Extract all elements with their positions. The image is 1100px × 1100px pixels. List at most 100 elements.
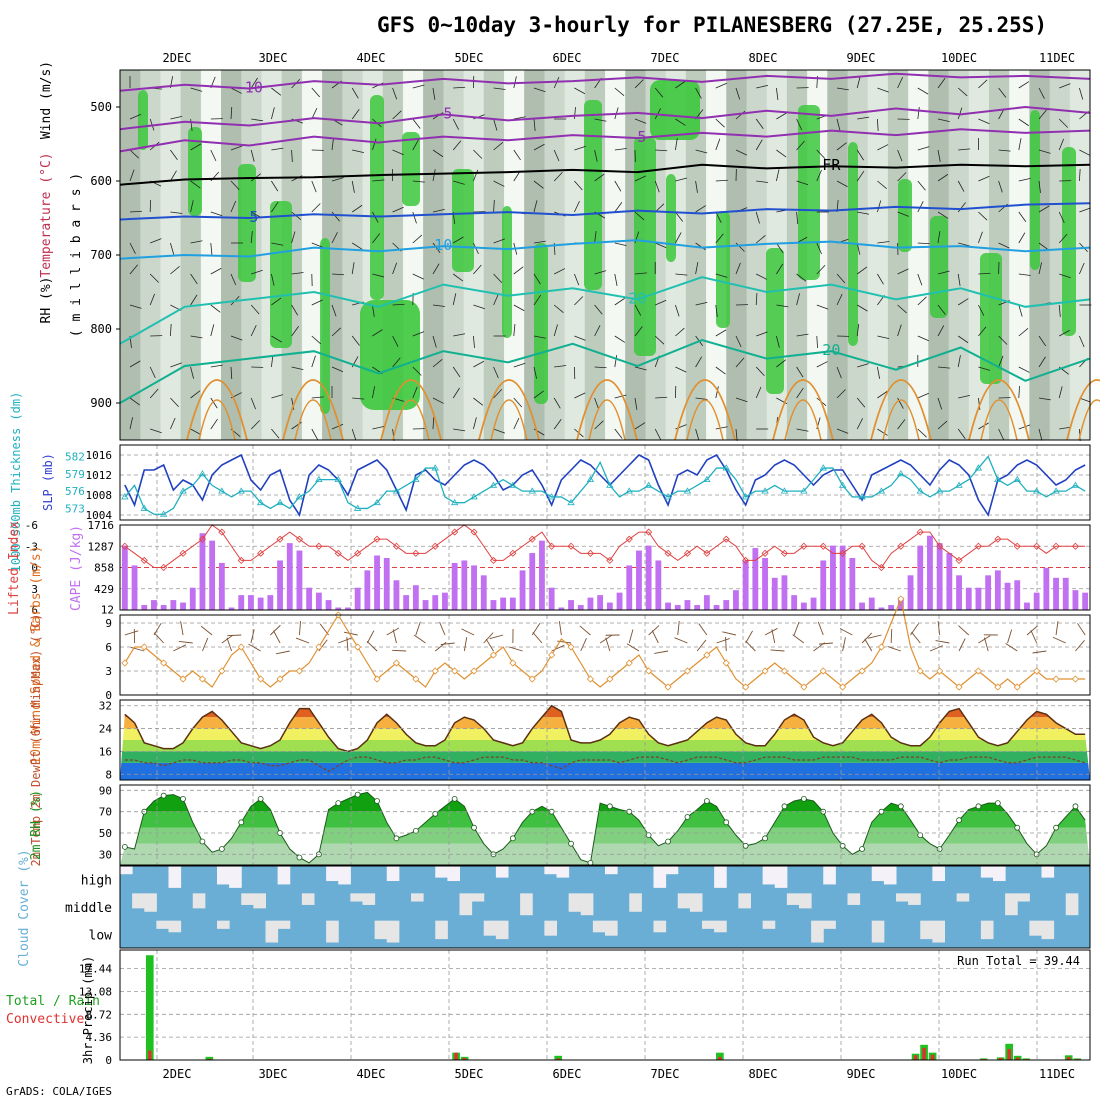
wind-barb (634, 366, 647, 371)
wind-barb (715, 82, 727, 89)
wind-barb (594, 304, 603, 315)
wind-barb-10m (415, 621, 421, 636)
wind-barb-10m (250, 629, 255, 644)
wind-barb (715, 179, 728, 182)
wind-barb (170, 266, 180, 275)
wind-barb (493, 142, 504, 151)
wind-barb (655, 396, 668, 399)
tick-label: 3 (31, 583, 38, 596)
cape-bar (956, 575, 962, 610)
wind-barb (715, 273, 728, 278)
wind-barb (150, 238, 162, 244)
wind-barb (856, 170, 865, 182)
wind-barb-10m (153, 632, 164, 644)
wind-barb (271, 335, 282, 343)
wind-barb (957, 273, 961, 286)
wind-barb (392, 357, 401, 368)
tick-label: 30 (99, 848, 112, 861)
cape-bar (597, 595, 604, 610)
cape-bar (209, 540, 216, 610)
li-marker (1013, 542, 1021, 550)
wind-barb (735, 149, 748, 156)
contour-label: FR (822, 156, 841, 174)
wind-barb (756, 273, 768, 280)
wind-barb (453, 333, 466, 337)
wind-barb (230, 366, 233, 380)
cape-bar (354, 587, 361, 610)
rh-moist-blob (1030, 110, 1040, 270)
rh-point (742, 842, 749, 849)
rh-point (257, 795, 264, 802)
wind-barb (796, 333, 809, 337)
wind-barb (271, 201, 279, 213)
wind-speed-marker (994, 683, 1002, 691)
wind-barb (1079, 397, 1091, 403)
cloud-gap (471, 893, 485, 902)
wind-barb-10m (978, 635, 991, 644)
wind-barb (796, 428, 809, 432)
rh-point (781, 803, 788, 810)
tick-label: 700 (90, 248, 112, 262)
cape-bar (927, 535, 933, 610)
wind-barb (432, 335, 437, 348)
wind-speed-marker (683, 667, 692, 675)
wind-barb (776, 149, 787, 158)
thickness-line (124, 455, 1086, 515)
cloud-gap (374, 920, 388, 940)
wind-barb (533, 240, 546, 244)
cloud-gap (411, 893, 424, 902)
cloud-gap (520, 893, 533, 916)
wind-barb (897, 172, 907, 182)
wind-barb (1038, 87, 1045, 99)
cape-bar (383, 557, 390, 610)
wind-barb (493, 428, 506, 434)
cloud-gap (386, 920, 400, 943)
wind-barb (594, 173, 605, 182)
wind-barb (129, 304, 142, 309)
li-marker (412, 549, 420, 557)
wind-barb (776, 112, 787, 120)
warm-contour (198, 399, 236, 441)
wind-barb (937, 304, 946, 315)
wind-barb (897, 419, 906, 430)
wind-barb-10m (674, 637, 688, 644)
cape-bar (888, 605, 895, 610)
wind-barb (715, 304, 718, 317)
wind-barb (412, 84, 425, 89)
wind-barb (877, 87, 889, 93)
cape-bar (626, 565, 633, 610)
wind-barb (675, 177, 688, 182)
thickness-marker (800, 487, 808, 494)
wind-barb (574, 107, 576, 120)
wind-barb (695, 149, 708, 154)
wind-barb (978, 175, 990, 182)
wind-barb (877, 273, 884, 285)
wind-barb (1038, 262, 1043, 275)
rh-band (342, 70, 363, 440)
warm-contour (882, 399, 920, 441)
wind-barb (897, 268, 909, 275)
wind-barb-10m (202, 637, 209, 652)
wind-barb (796, 387, 804, 399)
thickness-marker (179, 487, 187, 494)
precip-conv-bar (454, 1052, 458, 1060)
wind-speed-line (124, 596, 1086, 688)
wind-barb (331, 177, 344, 182)
wind-barb (513, 397, 523, 408)
wind-barb (695, 205, 706, 213)
wind-barb (311, 396, 324, 399)
warm-contour (478, 379, 540, 441)
cape-bar (781, 575, 788, 610)
wind-barb (755, 292, 758, 306)
tick-label: 3 (105, 665, 112, 678)
cape-bar (180, 602, 186, 610)
cape-bar (519, 570, 526, 610)
wind-barb-10m (440, 642, 455, 646)
wind-barb-10m (227, 634, 242, 637)
li-marker (974, 542, 983, 550)
wind-barb (1038, 428, 1043, 441)
wind-barb (210, 242, 213, 255)
wind-barb (533, 180, 544, 189)
wind-barb (998, 242, 1010, 249)
